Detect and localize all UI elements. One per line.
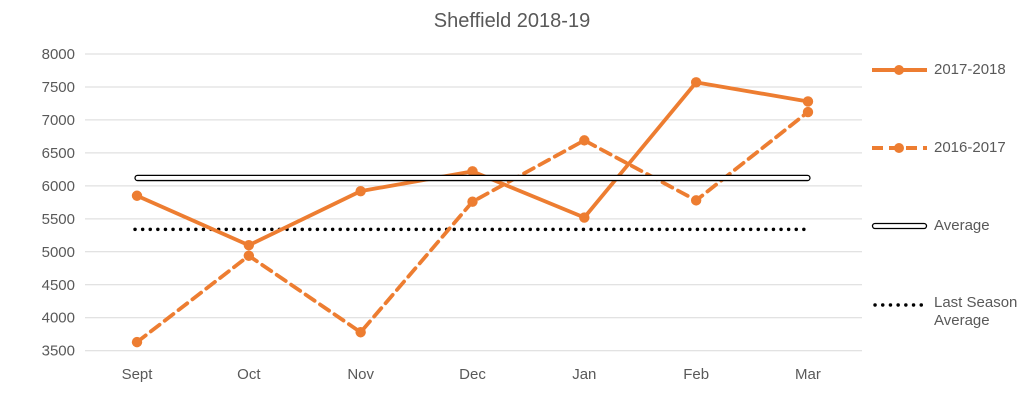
series-2016-2017-marker <box>243 250 255 261</box>
y-tick-label: 7500 <box>42 79 75 96</box>
y-tick-label: 3500 <box>42 343 75 360</box>
series-2016-2017-line <box>135 110 810 345</box>
legend-label-2017-2018: 2017-2018 <box>934 61 1006 78</box>
series-2017-2018-marker <box>355 185 366 197</box>
legend-label-2016-2017: 2016-2017 <box>934 139 1006 156</box>
x-tick-label: Nov <box>347 366 374 383</box>
legend-item-average: Average <box>871 217 990 235</box>
x-tick-label: Sept <box>122 366 154 383</box>
legend-item-last-season-average: Last Season Average <box>871 294 1023 330</box>
legend-item-2016-2017: 2016-2017 <box>871 139 1006 157</box>
series-2017-2018-marker <box>467 166 478 177</box>
x-tick-label: Mar <box>795 366 821 383</box>
chart-title: Sheffield 2018-19 <box>433 10 591 32</box>
legend-label-average: Average <box>934 217 990 234</box>
dashed-line-sample-icon <box>872 143 927 153</box>
series-2017-2018-marker <box>579 212 590 223</box>
series-2016-2017-marker <box>131 336 143 348</box>
y-tick-label: 5000 <box>42 244 75 261</box>
y-tick-label: 6500 <box>42 145 75 162</box>
y-tick-label: 7000 <box>42 112 75 129</box>
y-tick-label: 5500 <box>42 211 75 228</box>
series-2016-2017-marker <box>690 195 702 206</box>
series-2016-2017-marker <box>355 327 366 338</box>
y-tick-label: 6000 <box>42 178 75 195</box>
series-2017-2018-marker <box>690 77 702 88</box>
x-tick-label: Feb <box>683 366 709 383</box>
series-2017-2018-marker <box>243 240 255 251</box>
legend: 2017-2018 2016-2017 Average Last Season … <box>871 0 1023 403</box>
average-line <box>134 174 811 182</box>
y-tick-label: 4500 <box>42 277 75 294</box>
series-2016-2017-marker <box>802 106 814 118</box>
average-line-sample-icon <box>871 222 928 230</box>
x-tick-label: Oct <box>237 366 261 383</box>
solid-line-sample-icon <box>872 65 927 75</box>
series-2016-2017-marker <box>579 135 590 146</box>
y-tick-label: 4000 <box>42 310 75 327</box>
x-tick-label: Dec <box>459 366 486 383</box>
legend-item-2017-2018: 2017-2018 <box>871 61 1006 79</box>
series-2016-2017-marker <box>467 196 478 207</box>
y-tick-label: 8000 <box>42 46 75 63</box>
dotted-line-sample-icon <box>873 303 927 307</box>
series-2017-2018-line <box>135 80 810 248</box>
x-tick-label: Jan <box>572 366 596 383</box>
legend-label-last-season-average: Last Season Average <box>934 294 1018 329</box>
series-2017-2018-marker <box>131 190 143 201</box>
series-2017-2018-marker <box>802 96 814 107</box>
